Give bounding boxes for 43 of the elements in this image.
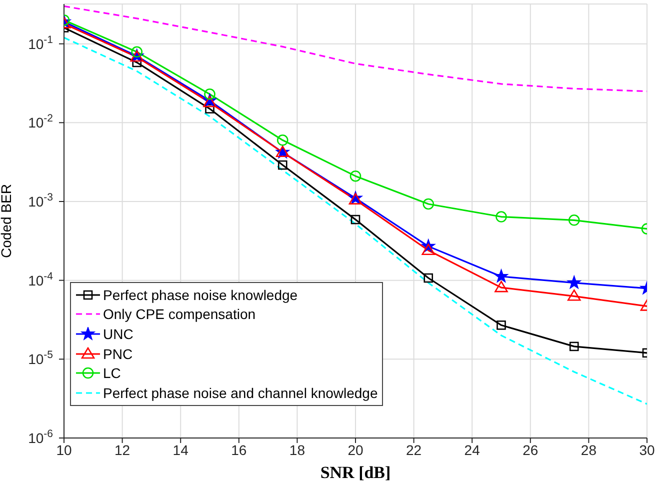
x-tick-label: 12 bbox=[114, 442, 130, 458]
line-series bbox=[64, 36, 647, 405]
point bbox=[205, 104, 214, 114]
point bbox=[350, 214, 360, 224]
point bbox=[496, 320, 506, 330]
point bbox=[422, 198, 434, 210]
y-tick-label: 10$^{-4}$ bbox=[28, 270, 54, 288]
y-tick-label: 10$^{-2}$ bbox=[28, 112, 54, 131]
x-tick-label: 28 bbox=[580, 442, 597, 458]
point bbox=[569, 342, 579, 352]
point bbox=[496, 211, 507, 222]
x-tick-label: 20 bbox=[348, 442, 364, 458]
point bbox=[494, 280, 508, 292]
point bbox=[424, 273, 434, 283]
x-tick-label: 30 bbox=[639, 442, 655, 458]
x-axis-title: SNR [dB] bbox=[320, 463, 391, 482]
x-tick-label: 24 bbox=[464, 442, 480, 458]
point bbox=[132, 58, 142, 68]
point bbox=[568, 214, 580, 226]
point bbox=[567, 276, 581, 289]
y-tick-label: 10$^{-6}$ bbox=[28, 428, 54, 446]
legend-label: Only CPE compensation bbox=[103, 306, 256, 322]
point bbox=[494, 269, 508, 282]
point bbox=[567, 290, 581, 301]
point bbox=[350, 170, 362, 182]
y-tick-label: 10$^{-1}$ bbox=[28, 34, 54, 52]
point bbox=[422, 244, 436, 256]
point bbox=[276, 134, 288, 146]
x-tick-label: 10 bbox=[56, 442, 72, 458]
x-tick-label: 14 bbox=[172, 442, 189, 458]
y-tick-label: 10$^{-3}$ bbox=[28, 191, 54, 210]
y-axis-title: Coded BER bbox=[0, 184, 14, 258]
legend-label: PNC bbox=[103, 346, 133, 362]
legend-label: Perfect phase noise and channel knowledge bbox=[103, 385, 378, 402]
x-tick-label: 16 bbox=[231, 442, 247, 458]
x-tick-label: 22 bbox=[406, 442, 422, 458]
legend-label: LC bbox=[103, 365, 121, 382]
point bbox=[278, 160, 288, 170]
x-tick-label: 18 bbox=[289, 442, 306, 458]
legend-label: UNC bbox=[103, 326, 134, 342]
y-tick-label: 10$^{-5}$ bbox=[28, 349, 54, 368]
x-tick-label: 26 bbox=[522, 442, 538, 458]
legend-label: Perfect phase noise knowledge bbox=[103, 286, 298, 303]
